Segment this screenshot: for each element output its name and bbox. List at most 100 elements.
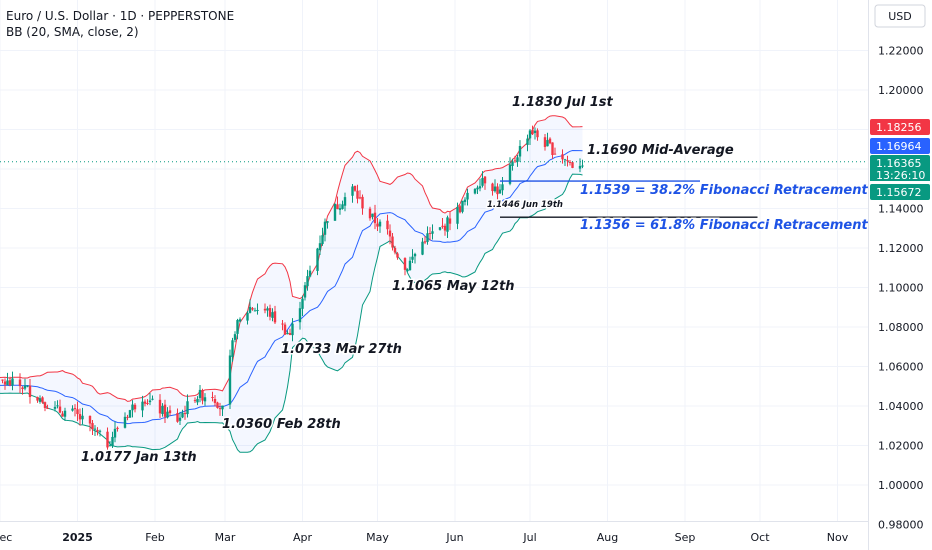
candle-body — [76, 409, 79, 415]
indicator-legend[interactable]: BB (20, SMA, close, 2) — [6, 25, 139, 39]
candle-body — [133, 404, 137, 410]
candle-body — [336, 204, 339, 210]
candle-body — [528, 130, 532, 139]
price-tick-label: 1.12000 — [878, 242, 924, 255]
candle-body — [21, 387, 24, 390]
price-axis[interactable] — [868, 0, 932, 550]
price-badge-label: 1.15672 — [876, 186, 922, 199]
candle-body — [333, 203, 337, 221]
candle-body — [338, 208, 342, 210]
candle-body — [371, 213, 374, 217]
time-axis[interactable] — [0, 521, 868, 550]
candle-body — [253, 310, 257, 312]
candle-body — [533, 130, 537, 133]
annotation-mid-average[interactable]: 1.1690 Mid-Average — [586, 142, 736, 160]
candle-body — [61, 413, 64, 417]
annotation-jan-low[interactable]: 1.0177 Jan 13th — [80, 449, 199, 467]
candle-body — [286, 332, 289, 335]
candle-body — [231, 340, 234, 357]
candle-body — [373, 212, 377, 224]
candle-body — [508, 164, 512, 184]
candle-body — [213, 399, 217, 403]
candle-body — [518, 145, 522, 157]
candle-body — [546, 140, 549, 147]
candle-body — [6, 380, 9, 386]
candle-body — [388, 230, 392, 237]
candle-body — [46, 408, 49, 410]
currency-label[interactable]: USD — [888, 10, 912, 23]
price-badge-bg — [870, 169, 930, 181]
price-tick-label: 1.02000 — [878, 440, 924, 453]
time-tick-label: May — [366, 531, 389, 544]
candle-body — [476, 187, 479, 190]
candle-body — [178, 417, 182, 421]
time-tick-label: Apr — [293, 531, 313, 544]
candle-body — [271, 312, 274, 318]
time-tick-label: Sep — [675, 531, 696, 544]
price-badge-label: 1.16964 — [876, 140, 922, 153]
candle-body — [146, 402, 149, 404]
annotation-jul-high[interactable]: 1.1830 Jul 1st — [511, 94, 616, 112]
candle-body — [196, 398, 199, 403]
price-badge: 1.16365 — [870, 155, 930, 171]
candle-body — [511, 161, 514, 166]
annotation-jun-19[interactable]: 1.1446 Jun 19th — [486, 199, 565, 212]
candle-body — [378, 221, 382, 227]
candle-body — [216, 402, 219, 408]
candle-body — [168, 410, 172, 414]
candle-body — [141, 401, 144, 411]
candle-body — [108, 445, 112, 447]
candle-body — [456, 206, 459, 224]
candle-body — [28, 385, 32, 398]
time-tick-label: Jun — [445, 531, 463, 544]
annotation-fib-61[interactable]: 1.1356 = 61.8% Fibonacci Retracement — [579, 217, 870, 235]
candle-body — [248, 306, 252, 313]
annotation-may-low[interactable]: 1.1065 May 12th — [391, 278, 517, 296]
price-tick-label: 1.06000 — [878, 361, 924, 374]
candle-body — [128, 410, 132, 418]
candle-body — [308, 270, 312, 277]
currency-button[interactable] — [874, 4, 926, 28]
candle-body — [563, 159, 567, 161]
price-tick-label: 1.10000 — [878, 282, 924, 295]
price-badge-bg — [870, 155, 930, 171]
time-tick-label: 2025 — [62, 531, 93, 544]
annotation-feb-low[interactable]: 1.0360 Feb 28th — [221, 416, 343, 434]
candle-body — [408, 260, 412, 271]
bollinger-basis-line — [0, 149, 583, 425]
candle-body — [481, 178, 484, 186]
annotation-mar-low[interactable]: 1.0733 Mar 27th — [280, 341, 404, 359]
candle-body — [303, 285, 307, 298]
candle-body — [441, 225, 444, 227]
annotation-fib-38[interactable]: 1.1539 = 38.2% Fibonacci Retracement — [579, 182, 870, 200]
candle-body — [396, 253, 399, 258]
candle-body — [123, 416, 127, 428]
candle-body — [236, 320, 239, 334]
symbol-title[interactable]: Euro / U.S. Dollar · 1D · PEPPERSTONE — [6, 9, 235, 23]
time-tick-label: Aug — [597, 531, 618, 544]
price-badge-label: 1.16365 — [876, 157, 922, 170]
candle-body — [256, 309, 259, 311]
time-tick-label: Feb — [145, 531, 164, 544]
price-tick-label: 1.22000 — [878, 45, 924, 58]
candle-body — [411, 256, 414, 260]
candle-body — [288, 333, 292, 335]
candle-body — [161, 405, 164, 415]
candle-body — [88, 415, 92, 424]
candle-body — [458, 206, 462, 213]
candle-body — [461, 200, 464, 212]
candle-body — [233, 334, 237, 340]
candle-body — [93, 428, 97, 430]
candle-body — [356, 190, 359, 199]
candle-body — [516, 157, 519, 162]
candle-body — [176, 412, 179, 422]
candle-body — [251, 308, 254, 310]
price-badge-bg — [870, 184, 930, 200]
price-tick-label: 1.20000 — [878, 84, 924, 97]
candle-body — [96, 429, 99, 432]
candle-body — [483, 176, 487, 184]
price-badge: 1.18256 — [870, 119, 930, 135]
candle-body — [143, 401, 147, 404]
time-tick-label: Nov — [827, 531, 849, 544]
